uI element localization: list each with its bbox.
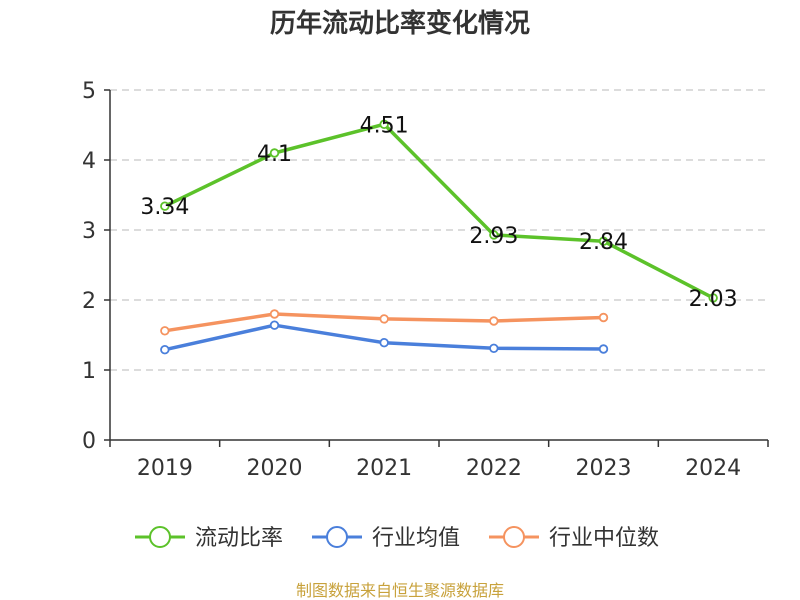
data-label: 2.84 — [579, 230, 628, 255]
legend-item: 行业均值 — [312, 526, 460, 551]
axes: 0 1 2 3 4 5 2019 2020 2021 2022 2023 2024 — [82, 79, 769, 481]
legend-swatch-marker — [503, 526, 525, 548]
data-point — [598, 236, 609, 246]
x-tick-label: 2024 — [685, 456, 741, 481]
data-point — [379, 338, 389, 348]
source-note: 制图数据来自恒生聚源数据库 — [296, 581, 504, 600]
legend-swatch-marker — [149, 526, 171, 548]
data-label: 3.34 — [140, 195, 189, 220]
legend-item: 行业中位数 — [489, 526, 659, 551]
data-point — [160, 326, 170, 336]
chart-title: 历年流动比率变化情况 — [270, 8, 530, 39]
data-label: 2.93 — [469, 224, 518, 249]
legend-swatch-marker — [326, 526, 348, 548]
data-point — [379, 314, 389, 324]
y-tick-label: 1 — [82, 359, 96, 384]
data-point — [598, 312, 609, 323]
y-tick-label: 5 — [82, 79, 96, 104]
data-point — [269, 309, 280, 319]
x-tick-label: 2021 — [356, 456, 412, 481]
x-tick-label: 2020 — [247, 456, 303, 481]
data-point — [598, 344, 609, 354]
legend-label: 行业中位数 — [549, 526, 659, 551]
data-point — [160, 201, 170, 211]
grid-lines — [110, 89, 768, 371]
data-label: 2.03 — [689, 287, 738, 312]
data-point — [489, 316, 499, 326]
data-point — [379, 119, 389, 129]
legend-item: 流动比率 — [135, 526, 283, 551]
y-tick-label: 0 — [82, 429, 96, 454]
legend-label: 行业均值 — [372, 526, 460, 551]
data-label: 4.51 — [360, 113, 409, 138]
data-point — [489, 343, 499, 353]
data-label: 4.1 — [257, 142, 292, 167]
y-tick-label: 2 — [82, 289, 96, 314]
y-tick-label: 4 — [82, 149, 96, 174]
data-point — [269, 148, 280, 158]
data-labels: 3.34 4.1 4.51 2.93 2.84 2.03 — [140, 113, 737, 312]
legend: 流动比率 行业均值 行业中位数 — [135, 526, 659, 551]
x-tick-label: 2023 — [576, 456, 632, 481]
data-point — [160, 345, 170, 355]
data-point — [708, 293, 718, 303]
data-point — [269, 320, 280, 330]
x-tick-label: 2022 — [466, 456, 522, 481]
series-layer — [160, 119, 718, 355]
series-line — [164, 122, 714, 300]
data-point — [489, 230, 499, 240]
y-tick-label: 3 — [82, 219, 96, 244]
legend-label: 流动比率 — [195, 526, 283, 551]
x-tick-label: 2019 — [137, 456, 193, 481]
